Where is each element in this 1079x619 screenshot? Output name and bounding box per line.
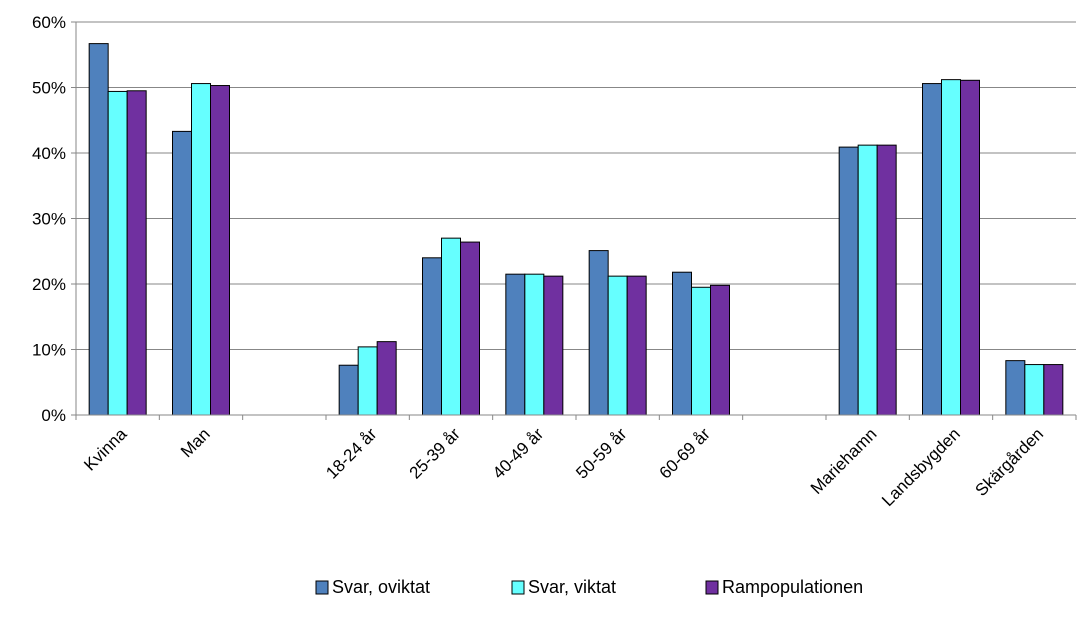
bar xyxy=(357,346,378,416)
x-tick-label: 18-24 år xyxy=(322,424,380,482)
bar xyxy=(505,273,526,416)
x-tick-label: 60-69 år xyxy=(656,424,714,482)
x-tick-label: Mariehamn xyxy=(807,424,881,498)
bar xyxy=(1024,364,1045,416)
x-tick-label: 25-39 år xyxy=(406,424,464,482)
bar xyxy=(107,90,128,416)
bar xyxy=(126,90,147,416)
bar xyxy=(941,79,961,416)
bar xyxy=(422,257,442,416)
legend-swatch xyxy=(315,580,329,595)
bar xyxy=(1043,364,1064,416)
bar xyxy=(376,341,397,416)
x-tick-label: Kvinna xyxy=(80,424,131,475)
bar xyxy=(1005,360,1026,416)
bar xyxy=(710,284,730,416)
bar xyxy=(607,275,628,416)
x-tick-labels: Kvinna Man 18-24 år 25-39 år 40-49 år 50-59 å… xyxy=(80,424,1047,510)
y-tick-label: 10% xyxy=(32,341,66,360)
y-tick-labels: 0% 10% 20% 30% 40% 50% 60% xyxy=(32,13,66,425)
bar xyxy=(876,144,897,416)
legend-label: Svar, viktat xyxy=(528,577,616,597)
legend: Svar, oviktat Svar, viktat Rampopulationen xyxy=(315,577,863,597)
bar xyxy=(838,146,859,416)
bar xyxy=(626,275,647,416)
legend-label: Rampopulationen xyxy=(722,577,863,597)
x-tick-label: Man xyxy=(177,424,214,461)
y-tick-label: 0% xyxy=(41,406,66,425)
x-tick-label: 50-59 år xyxy=(572,424,630,482)
x-tick-label: Skärgården xyxy=(972,424,1048,500)
y-tick-label: 40% xyxy=(32,144,66,163)
bar xyxy=(441,237,461,416)
y-tick-label: 60% xyxy=(32,13,66,32)
bars xyxy=(88,43,1064,416)
bar xyxy=(922,83,942,416)
y-tick-label: 50% xyxy=(32,79,66,98)
y-tick-label: 20% xyxy=(32,275,66,294)
bar xyxy=(960,79,980,416)
legend-swatch xyxy=(511,580,525,595)
bar xyxy=(460,241,480,416)
y-tick-label: 30% xyxy=(32,210,66,229)
bar xyxy=(191,83,211,416)
legend-label: Svar, oviktat xyxy=(332,577,430,597)
bar xyxy=(88,43,109,416)
bar xyxy=(524,273,545,416)
bar xyxy=(338,364,359,416)
bar xyxy=(172,130,192,416)
legend-swatch xyxy=(705,580,719,595)
bar xyxy=(691,286,711,416)
x-tick-label: 40-49 år xyxy=(489,424,547,482)
gridlines xyxy=(76,21,1076,350)
bar xyxy=(543,275,564,416)
bar xyxy=(588,250,609,416)
bar xyxy=(210,85,230,416)
x-tick-label: Landsbygden xyxy=(878,424,964,510)
axes xyxy=(71,21,1077,420)
bar xyxy=(857,144,878,416)
bar xyxy=(672,271,692,416)
